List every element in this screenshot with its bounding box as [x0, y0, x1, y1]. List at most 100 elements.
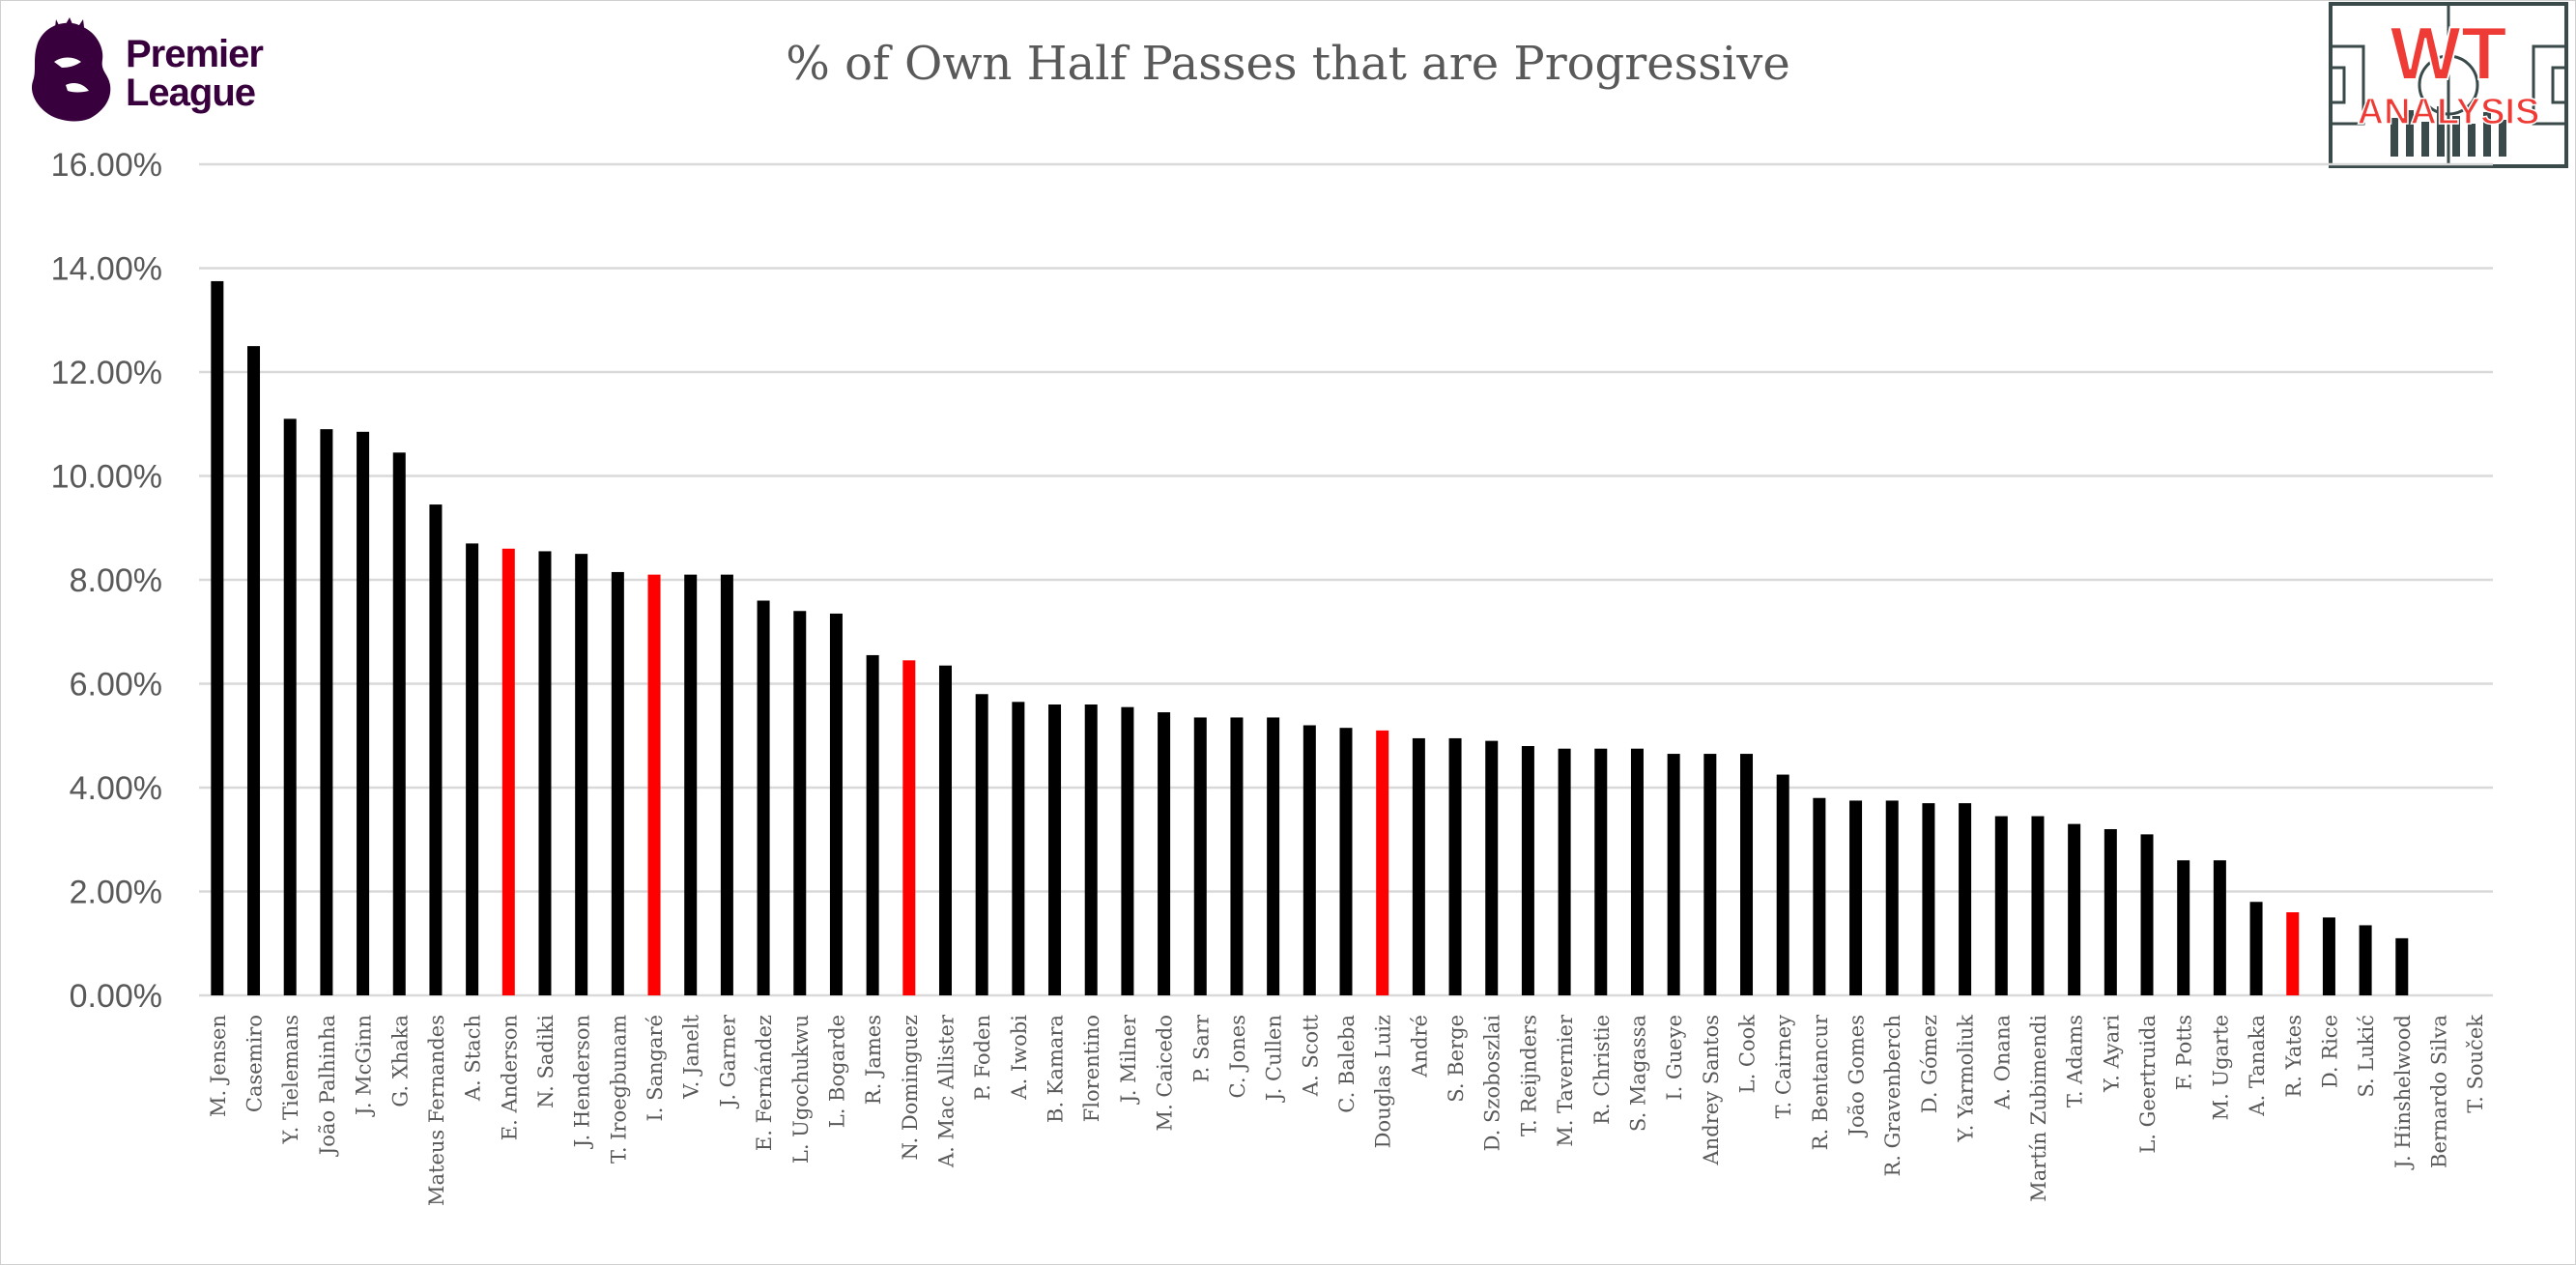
x-tick-label: D. Gómez: [1918, 1015, 1941, 1113]
bar: [757, 600, 770, 995]
bar: [938, 665, 952, 995]
wt-logo-line1: WT: [2390, 11, 2506, 96]
y-tick-label: 8.00%: [70, 562, 162, 599]
x-tick-label: J. Hinshelwood: [2391, 1015, 2415, 1170]
bar: [501, 548, 515, 995]
x-tick-label: T. Souček: [2464, 1015, 2487, 1113]
x-tick-label: Y. Ayari: [2100, 1015, 2123, 1093]
x-tick-label: Casemiro: [243, 1015, 267, 1112]
x-tick-label: C. Baleba: [1335, 1015, 1359, 1113]
x-tick-label: T. Cairney: [1772, 1015, 1795, 1119]
bar: [466, 543, 479, 996]
bar: [2068, 823, 2081, 996]
bar: [2249, 902, 2263, 995]
bar: [2031, 816, 2045, 995]
bar: [1485, 740, 1499, 996]
y-tick-label: 0.00%: [70, 978, 162, 1015]
bar: [1521, 746, 1534, 995]
x-tick-label: S. Berge: [1445, 1015, 1468, 1103]
x-tick-label: D. Szoboszlai: [1481, 1015, 1504, 1152]
bar: [975, 694, 988, 995]
x-tick-label: J. Milner: [1117, 1014, 1140, 1105]
x-tick-label: João Palhinha: [316, 1015, 339, 1157]
bar: [1630, 748, 1644, 995]
x-tick-label: Bernardo Silva: [2427, 1015, 2450, 1168]
bar: [2140, 834, 2154, 996]
bar: [211, 280, 224, 995]
bar: [1558, 748, 1571, 995]
x-tick-label: Y. Tielemans: [279, 1015, 302, 1145]
x-tick-label: R. Bentancur: [1809, 1014, 1832, 1150]
bar: [429, 504, 443, 995]
bar: [357, 431, 370, 995]
bar: [1740, 754, 1754, 995]
bar: [320, 429, 333, 996]
bar: [1302, 725, 1316, 995]
x-tick-label: M. Caicedo: [1154, 1015, 1177, 1131]
bar: [1813, 797, 1826, 995]
bar: [1849, 800, 1863, 995]
x-tick-label: T. Reijnders: [1517, 1015, 1540, 1136]
bar: [2359, 925, 2372, 995]
y-tick-label: 14.00%: [51, 251, 162, 288]
x-tick-label: N. Dominguez: [899, 1015, 922, 1160]
x-tick-label: Florentino: [1080, 1015, 1103, 1122]
bar: [1193, 717, 1207, 995]
y-tick-label: 4.00%: [70, 770, 162, 807]
bar: [575, 554, 588, 996]
x-tick-label: M. Jensen: [207, 1015, 230, 1117]
wt-analysis-logo: WT ANALYSIS: [2329, 2, 2568, 168]
x-tick-label: A. Onana: [1990, 1015, 2014, 1110]
bar: [538, 551, 552, 995]
chart-title: % of Own Half Passes that are Progressiv…: [786, 37, 1790, 91]
x-tick-label: A. Tanaka: [2246, 1015, 2269, 1117]
x-tick-label: E. Fernández: [753, 1015, 776, 1151]
premier-league-logo: Premier League: [27, 17, 317, 126]
bar: [1667, 754, 1680, 995]
bar: [793, 611, 807, 995]
bar: [1339, 728, 1353, 995]
bar: [1158, 712, 1171, 995]
y-tick-label: 16.00%: [51, 147, 162, 184]
x-tick-label: D. Rice: [2318, 1015, 2341, 1088]
bar: [1267, 717, 1280, 995]
y-tick-label: 6.00%: [70, 667, 162, 704]
bar: [1594, 748, 1608, 995]
x-tick-label: L. Cook: [1736, 1015, 1760, 1094]
bar: [684, 574, 698, 996]
bar: [1230, 717, 1244, 995]
x-tick-label: S. Magassa: [1626, 1015, 1649, 1132]
bar: [1885, 800, 1899, 995]
x-tick-label: A. Stach: [462, 1015, 485, 1102]
x-tick-label: L. Geertruida: [2136, 1015, 2160, 1154]
x-tick-label: M. Ugarte: [2209, 1015, 2232, 1120]
bar: [283, 418, 297, 996]
bar: [1922, 803, 1935, 996]
x-tick-label: M. Tavernier: [1554, 1014, 1577, 1147]
x-tick-label: R. Christie: [1590, 1015, 1614, 1125]
bar: [1448, 737, 1462, 995]
bar: [2104, 829, 2117, 995]
bar: [392, 452, 406, 995]
wt-logo-line2: ANALYSIS: [2358, 92, 2540, 132]
x-tick-label: J. Henderson: [571, 1015, 594, 1149]
bar: [1776, 774, 1789, 995]
x-tick-label: N. Sadiki: [534, 1015, 558, 1108]
x-tick-label: V. Janelt: [680, 1014, 703, 1099]
bar: [1376, 730, 1389, 996]
y-tick-label: 12.00%: [51, 355, 162, 391]
y-tick-label: 2.00%: [70, 875, 162, 911]
bar: [829, 613, 843, 995]
x-tick-label: A. Iwobi: [1008, 1015, 1031, 1101]
bar: [1012, 702, 1025, 995]
x-tick-label: P. Foden: [971, 1015, 994, 1101]
x-tick-label: B. Kamara: [1045, 1015, 1068, 1123]
lion-crest-icon: [31, 17, 111, 122]
bar: [1994, 816, 2008, 995]
x-tick-label: J. Cullen: [1263, 1015, 1286, 1103]
x-tick-label: João Gomes: [1846, 1015, 1869, 1137]
bar: [2177, 860, 2190, 995]
bar: [902, 660, 916, 995]
bar: [247, 346, 261, 996]
